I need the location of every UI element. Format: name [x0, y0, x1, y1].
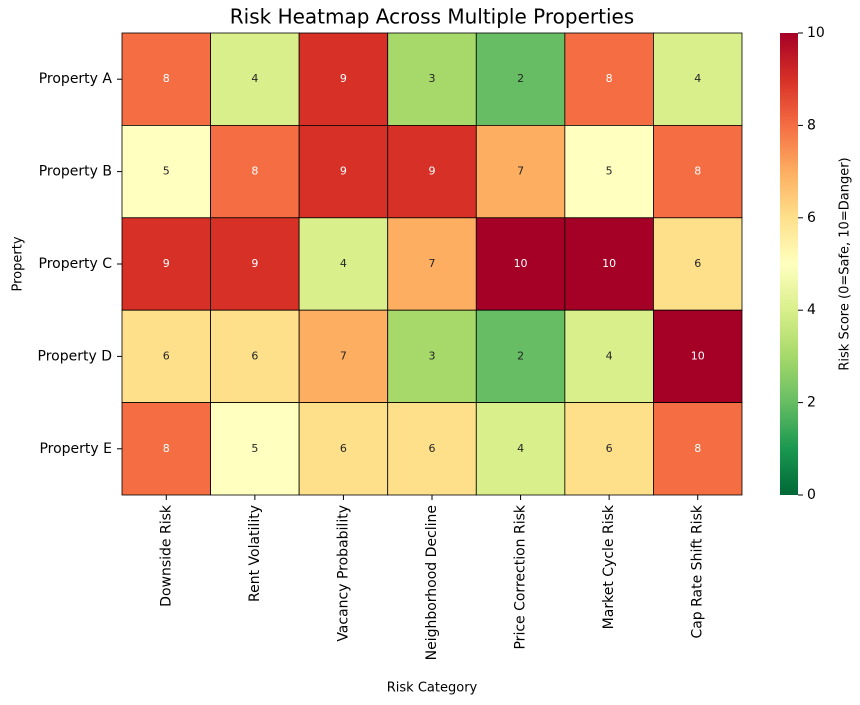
chart-title: Risk Heatmap Across Multiple Properties [230, 5, 634, 29]
y-tick-label: Property A [39, 71, 113, 87]
y-tick-label: Property E [39, 441, 112, 457]
heatmap-cell [564, 309, 654, 404]
y-axis-label: Property [11, 236, 26, 291]
cell-label: 9 [251, 257, 258, 270]
cell-label: 7 [340, 349, 347, 362]
heatmap-cell [387, 309, 477, 404]
cell-label: 3 [429, 349, 436, 362]
cell-label: 8 [251, 165, 258, 178]
cell-label: 10 [602, 257, 616, 270]
colorbar-tick-label: 10 [807, 25, 825, 41]
cell-label: 2 [517, 72, 524, 85]
cell-label: 6 [340, 442, 347, 455]
heatmap-cell [298, 217, 389, 311]
cell-label: 9 [429, 165, 436, 178]
cell-label: 6 [694, 257, 701, 270]
heatmap-cell [653, 217, 743, 311]
heatmap-cell [210, 217, 300, 311]
cell-label: 2 [517, 349, 524, 362]
heatmap-cell [298, 125, 389, 219]
heatmap-cell [121, 32, 211, 126]
cell-label: 8 [163, 442, 170, 455]
cell-label: 9 [340, 72, 347, 85]
x-tick-label: Vacancy Probability [335, 505, 351, 642]
heatmap-cell [387, 217, 477, 311]
cell-label: 10 [514, 257, 528, 270]
cell-label: 9 [163, 257, 170, 270]
y-tick-label: Property D [38, 348, 112, 364]
x-tick-label: Downside Risk [158, 504, 174, 607]
colorbar-tick-label: 2 [807, 395, 816, 411]
cell-label: 5 [606, 165, 613, 178]
heatmap-cell [653, 125, 743, 219]
cell-label: 3 [429, 72, 436, 85]
cell-label: 6 [429, 442, 436, 455]
x-tick-label: Price Correction Risk [513, 504, 529, 649]
cell-label: 5 [251, 442, 258, 455]
y-tick-label: Property B [39, 164, 112, 180]
cell-label: 4 [694, 72, 701, 85]
cell-label: 6 [606, 442, 613, 455]
heatmap-cell [121, 402, 211, 496]
x-tick-label: Rent Volatility [247, 505, 263, 602]
colorbar [780, 33, 798, 495]
cell-label: 6 [251, 349, 258, 362]
cell-label: 4 [606, 349, 613, 362]
heatmap-cell [475, 32, 566, 126]
heatmap-cell [564, 125, 654, 219]
heatmap-cell [564, 32, 654, 126]
heatmap-cell [564, 217, 654, 311]
heatmap-cell [298, 32, 389, 126]
heatmap-cell [387, 32, 477, 126]
x-tick-label: Cap Rate Shift Risk [690, 504, 706, 638]
x-axis-label: Risk Category [387, 681, 478, 696]
heatmap-cell [121, 125, 211, 219]
cell-label: 8 [606, 72, 613, 85]
heatmap-cell [475, 125, 566, 219]
cell-label: 6 [163, 349, 170, 362]
cell-label: 8 [163, 72, 170, 85]
cell-label: 4 [251, 72, 258, 85]
cell-label: 10 [691, 349, 705, 362]
cell-label: 4 [517, 442, 524, 455]
heatmap-cell [653, 402, 743, 496]
cell-label: 7 [429, 257, 436, 270]
cell-label: 8 [694, 165, 701, 178]
colorbar-tick-label: 4 [807, 302, 816, 318]
cell-label: 7 [517, 165, 524, 178]
heatmap-cell [210, 32, 300, 126]
cell-label: 8 [694, 442, 701, 455]
colorbar-tick-label: 0 [807, 487, 816, 503]
x-tick-label: Market Cycle Risk [601, 504, 617, 629]
heatmap-cell [653, 309, 743, 404]
heatmap-cell [121, 309, 211, 404]
y-tick-label: Property C [39, 256, 113, 272]
colorbar-tick-label: 6 [807, 210, 816, 226]
heatmap-cell [121, 217, 211, 311]
cell-label: 5 [163, 165, 170, 178]
colorbar-label: Risk Score (0=Safe, 10=Danger) [838, 157, 853, 370]
heatmap-cell [210, 309, 300, 404]
cell-label: 4 [340, 257, 347, 270]
cell-label: 9 [340, 165, 347, 178]
colorbar-tick-label: 8 [807, 117, 816, 133]
x-tick-label: Neighborhood Decline [424, 505, 440, 660]
heatmap-cell [298, 402, 389, 496]
heatmap-cell [475, 217, 566, 311]
